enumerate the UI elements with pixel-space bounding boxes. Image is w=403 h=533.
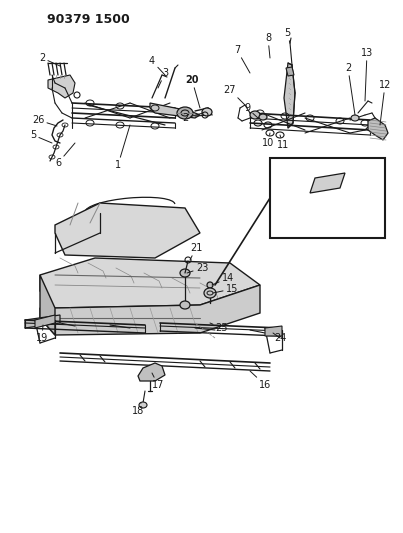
Ellipse shape [202, 108, 212, 116]
Text: 8: 8 [265, 33, 271, 58]
Text: 4: 4 [149, 56, 165, 75]
Text: 24: 24 [273, 333, 286, 343]
Polygon shape [284, 63, 295, 128]
Text: 16: 16 [250, 371, 271, 390]
Ellipse shape [250, 111, 260, 119]
Bar [270, 158, 385, 238]
Text: 2: 2 [345, 63, 355, 115]
Polygon shape [368, 118, 388, 140]
Text: 6: 6 [55, 143, 75, 168]
Text: 2: 2 [182, 113, 203, 123]
Polygon shape [25, 315, 60, 328]
Polygon shape [55, 203, 200, 258]
Polygon shape [40, 275, 55, 335]
Polygon shape [40, 285, 260, 335]
Ellipse shape [204, 288, 216, 298]
Polygon shape [310, 173, 345, 193]
Text: 19: 19 [36, 325, 48, 343]
Polygon shape [265, 326, 282, 336]
Text: 22: 22 [342, 160, 371, 183]
Text: 23: 23 [187, 263, 208, 273]
Ellipse shape [259, 114, 267, 120]
Text: 5: 5 [284, 28, 290, 43]
Text: 5: 5 [30, 130, 52, 143]
Text: 21: 21 [190, 243, 202, 260]
Text: 15: 15 [213, 284, 238, 294]
Polygon shape [150, 103, 200, 118]
Text: 1: 1 [115, 125, 130, 170]
Ellipse shape [139, 402, 147, 408]
Text: 20: 20 [185, 75, 200, 108]
Text: 10: 10 [262, 133, 274, 148]
Text: 7: 7 [234, 45, 250, 73]
Text: 17: 17 [152, 373, 164, 390]
Text: 9: 9 [244, 103, 258, 118]
Ellipse shape [207, 282, 213, 288]
Ellipse shape [180, 269, 190, 277]
Polygon shape [35, 315, 55, 328]
Text: 26: 26 [32, 115, 57, 126]
Text: 25: 25 [210, 323, 228, 333]
Text: 90379 1500: 90379 1500 [47, 13, 130, 26]
Polygon shape [138, 363, 165, 381]
Polygon shape [48, 75, 75, 98]
Text: 18: 18 [132, 403, 144, 416]
Text: 27: 27 [224, 85, 245, 105]
Ellipse shape [177, 107, 193, 119]
Text: 11: 11 [277, 135, 289, 150]
Text: 14: 14 [212, 273, 234, 285]
Ellipse shape [351, 115, 359, 121]
Polygon shape [40, 258, 260, 308]
Text: 3: 3 [158, 68, 168, 88]
Text: 13: 13 [361, 48, 373, 101]
Text: 2: 2 [39, 53, 60, 66]
Polygon shape [286, 67, 294, 76]
Ellipse shape [180, 301, 190, 309]
Text: 12: 12 [379, 80, 391, 125]
